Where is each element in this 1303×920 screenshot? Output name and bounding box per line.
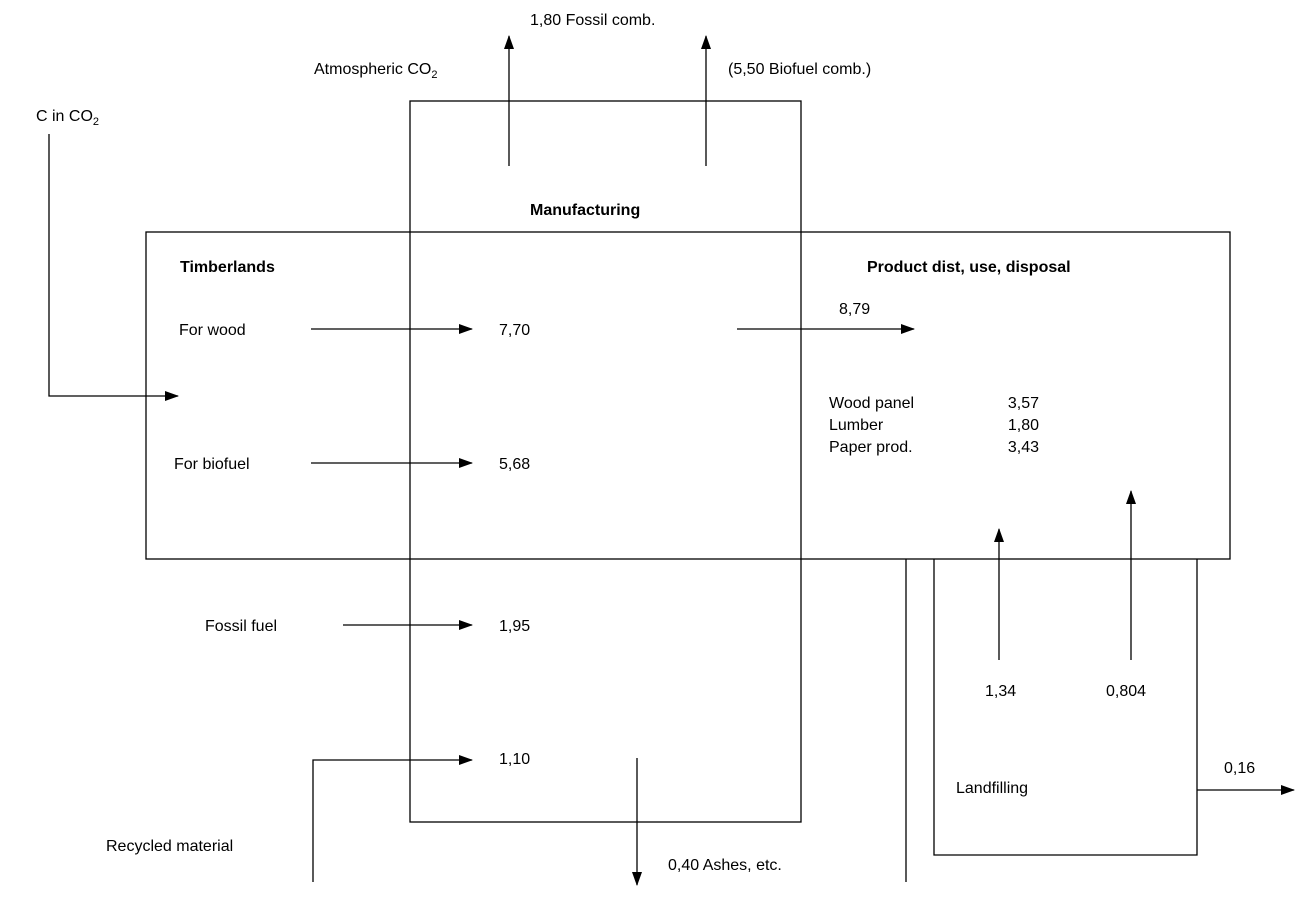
for-wood-label: For wood <box>179 322 246 339</box>
for-biofuel-value: 5,68 <box>499 456 530 473</box>
product-name-3: Paper prod. <box>829 439 913 456</box>
atmospheric-co2-label: Atmospheric CO2 <box>314 61 438 81</box>
c-in-co2-arrow <box>48 134 179 401</box>
fossil-fuel-label: Fossil fuel <box>205 618 277 635</box>
product-name-1: Wood panel <box>829 395 914 412</box>
fossil-fuel-value: 1,95 <box>499 618 530 635</box>
manufacturing-title: Manufacturing <box>530 202 640 219</box>
landfill-up-value-1: 1,34 <box>985 683 1016 700</box>
recycled-label: Recycled material <box>106 838 233 855</box>
fossil-comb-label: 1,80 Fossil comb. <box>530 12 655 29</box>
product-value-3: 3,43 <box>1008 439 1039 456</box>
product-value-1: 3,57 <box>1008 395 1039 412</box>
landfill-up-value-2: 0,804 <box>1106 683 1146 700</box>
product-title: Product dist, use, disposal <box>867 259 1071 276</box>
landfilling-box <box>933 559 1198 856</box>
ashes-label: 0,40 Ashes, etc. <box>668 857 782 874</box>
recycled-arrow <box>312 755 473 882</box>
manufacturing-box <box>409 100 802 823</box>
landfilling-title: Landfilling <box>956 780 1028 797</box>
timberlands-product-box <box>145 231 1231 560</box>
product-value-2: 1,80 <box>1008 417 1039 434</box>
to-product-value: 8,79 <box>839 301 870 318</box>
timberlands-title: Timberlands <box>180 259 275 276</box>
c-in-co2-label: C in CO2 <box>36 108 99 128</box>
recycled-value: 1,10 <box>499 751 530 768</box>
for-biofuel-label: For biofuel <box>174 456 250 473</box>
biofuel-comb-label: (5,50 Biofuel comb.) <box>728 61 871 78</box>
product-name-2: Lumber <box>829 417 884 434</box>
landfill-out-value: 0,16 <box>1224 760 1255 777</box>
for-wood-value: 7,70 <box>499 322 530 339</box>
